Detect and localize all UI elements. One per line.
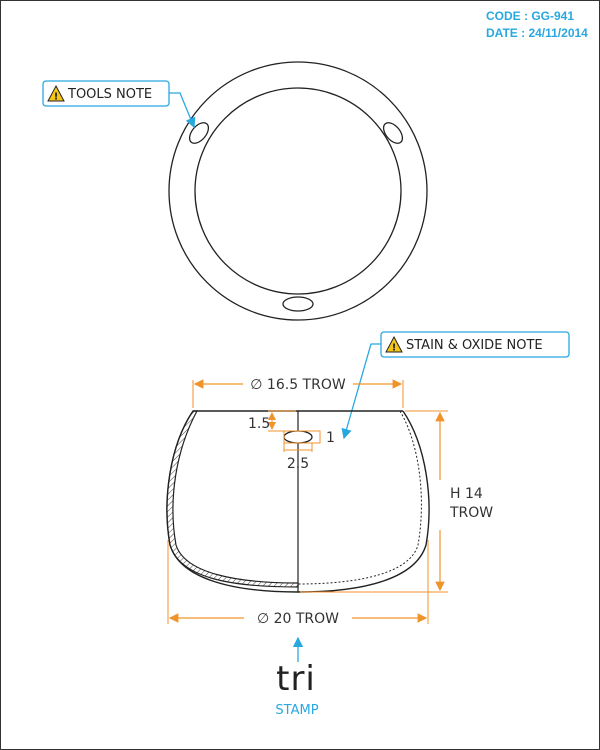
height-label-line1: H 14 — [450, 486, 483, 502]
dim-top-diameter: ∅ 16.5 TROW — [192, 377, 404, 408]
stain-note-leader — [341, 343, 381, 440]
warning-icon — [385, 335, 403, 353]
dim-bottom-diameter: ∅ 20 TROW — [167, 540, 429, 627]
side-hole — [283, 430, 313, 444]
stamp-mark: tri — [276, 659, 316, 699]
inner-hidden-line — [297, 410, 422, 585]
bottom-diameter-label: ∅ 20 TROW — [257, 611, 339, 627]
hole-right — [382, 122, 404, 144]
stamp-label: STAMP — [275, 703, 318, 718]
tools-note-label: TOOLS NOTE — [67, 87, 152, 102]
wall-section-hatch — [166, 410, 299, 588]
tools-note-callout: ! TOOLS NOTE — [42, 80, 196, 129]
warning-icon — [47, 84, 65, 102]
hole-width-label: 2.5 — [287, 456, 309, 472]
stain-note-callout: ! STAIN & OXIDE NOTE — [341, 331, 570, 440]
rim-outer-circle — [168, 61, 428, 321]
hole-bottom — [282, 296, 314, 312]
rim-inner-circle — [194, 87, 402, 295]
code-label: CODE : GG-941 — [486, 9, 574, 23]
dim-hole-height: 1 — [283, 430, 335, 446]
height-label-line2: TROW — [449, 505, 493, 521]
warning-icon-mark: ! — [392, 343, 397, 354]
side-view — [166, 410, 430, 593]
stain-note-label: STAIN & OXIDE NOTE — [406, 338, 543, 353]
hole-offset-label: 1.5 — [248, 416, 270, 432]
tools-note-leader — [169, 92, 196, 129]
dim-height: H 14 TROW — [300, 410, 493, 593]
date-label: DATE : 24/11/2014 — [486, 26, 588, 40]
body-outline-left — [166, 410, 299, 593]
body-outline-right — [297, 410, 430, 593]
hole-height-label: 1 — [326, 430, 335, 446]
warning-icon-mark: ! — [54, 92, 59, 103]
top-diameter-label: ∅ 16.5 TROW — [250, 377, 346, 393]
top-view — [168, 61, 428, 321]
dim-hole-width: 2.5 — [283, 443, 313, 472]
hole-left — [188, 122, 210, 144]
dim-hole-offset: 1.5 — [248, 410, 296, 432]
stamp: tri STAMP — [275, 636, 319, 718]
